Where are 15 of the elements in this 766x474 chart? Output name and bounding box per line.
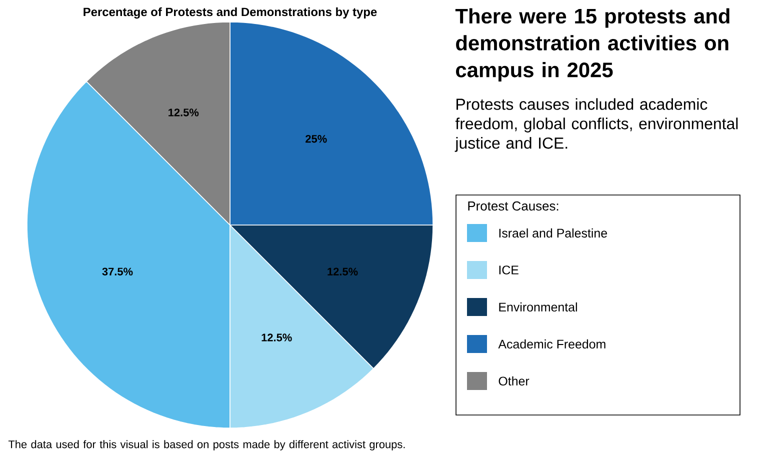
data-label: 37.5%: [102, 268, 133, 276]
legend-title: Protest Causes:: [468, 201, 558, 211]
text: Protests causes included academic freedom, global conflicts, environmental justice and ICE.: [454, 98, 738, 152]
data-label: 25%: [306, 134, 327, 143]
legend-label: Other: [498, 376, 530, 386]
text: Percentage of Protests and Demonstrations by type: [84, 7, 377, 19]
legend-label: ICE: [499, 266, 518, 274]
data-label: 12.5%: [168, 108, 199, 116]
text: The data used for this visual is based on posts made by different activist groups.: [8, 440, 405, 450]
legend-label: Academic Freedom: [498, 339, 606, 349]
text: There were 15 protests and demonstration activities on campus in 2025: [455, 8, 730, 82]
data-label: 12.5%: [328, 268, 358, 276]
legend-label: Israel and Palestine: [499, 228, 608, 238]
data-label: 12.5%: [262, 334, 292, 342]
legend-label: Environmental: [499, 302, 577, 312]
